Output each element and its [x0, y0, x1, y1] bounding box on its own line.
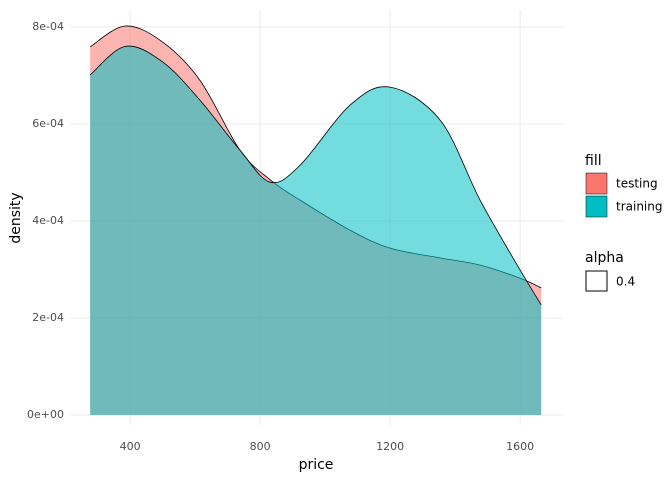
density-area: [90, 46, 542, 416]
x-tick-label: 1600: [506, 440, 534, 453]
x-tick-label: 800: [250, 440, 271, 453]
legend-key: [585, 172, 608, 195]
legend-key: [585, 195, 608, 218]
legend-title: fill: [585, 153, 602, 169]
y-tick-label: 8e-04: [32, 20, 64, 33]
legend-label: testing: [616, 177, 658, 191]
alpha-legend-title: alpha: [585, 250, 624, 266]
y-tick-label: 0e+00: [27, 408, 64, 421]
y-tick-label: 4e-04: [32, 214, 64, 227]
alpha-legend-label: 0.4: [616, 275, 635, 289]
y-tick-label: 2e-04: [32, 311, 64, 324]
y-axis-label: density: [8, 192, 24, 243]
x-axis-label: price: [299, 457, 334, 473]
density-line: [89, 45, 542, 306]
legend-label: training: [616, 200, 663, 214]
x-tick-label: 1200: [376, 440, 404, 453]
y-tick-label: 6e-04: [32, 117, 64, 130]
alpha-legend-key: [585, 270, 608, 292]
x-tick-label: 400: [120, 440, 141, 453]
